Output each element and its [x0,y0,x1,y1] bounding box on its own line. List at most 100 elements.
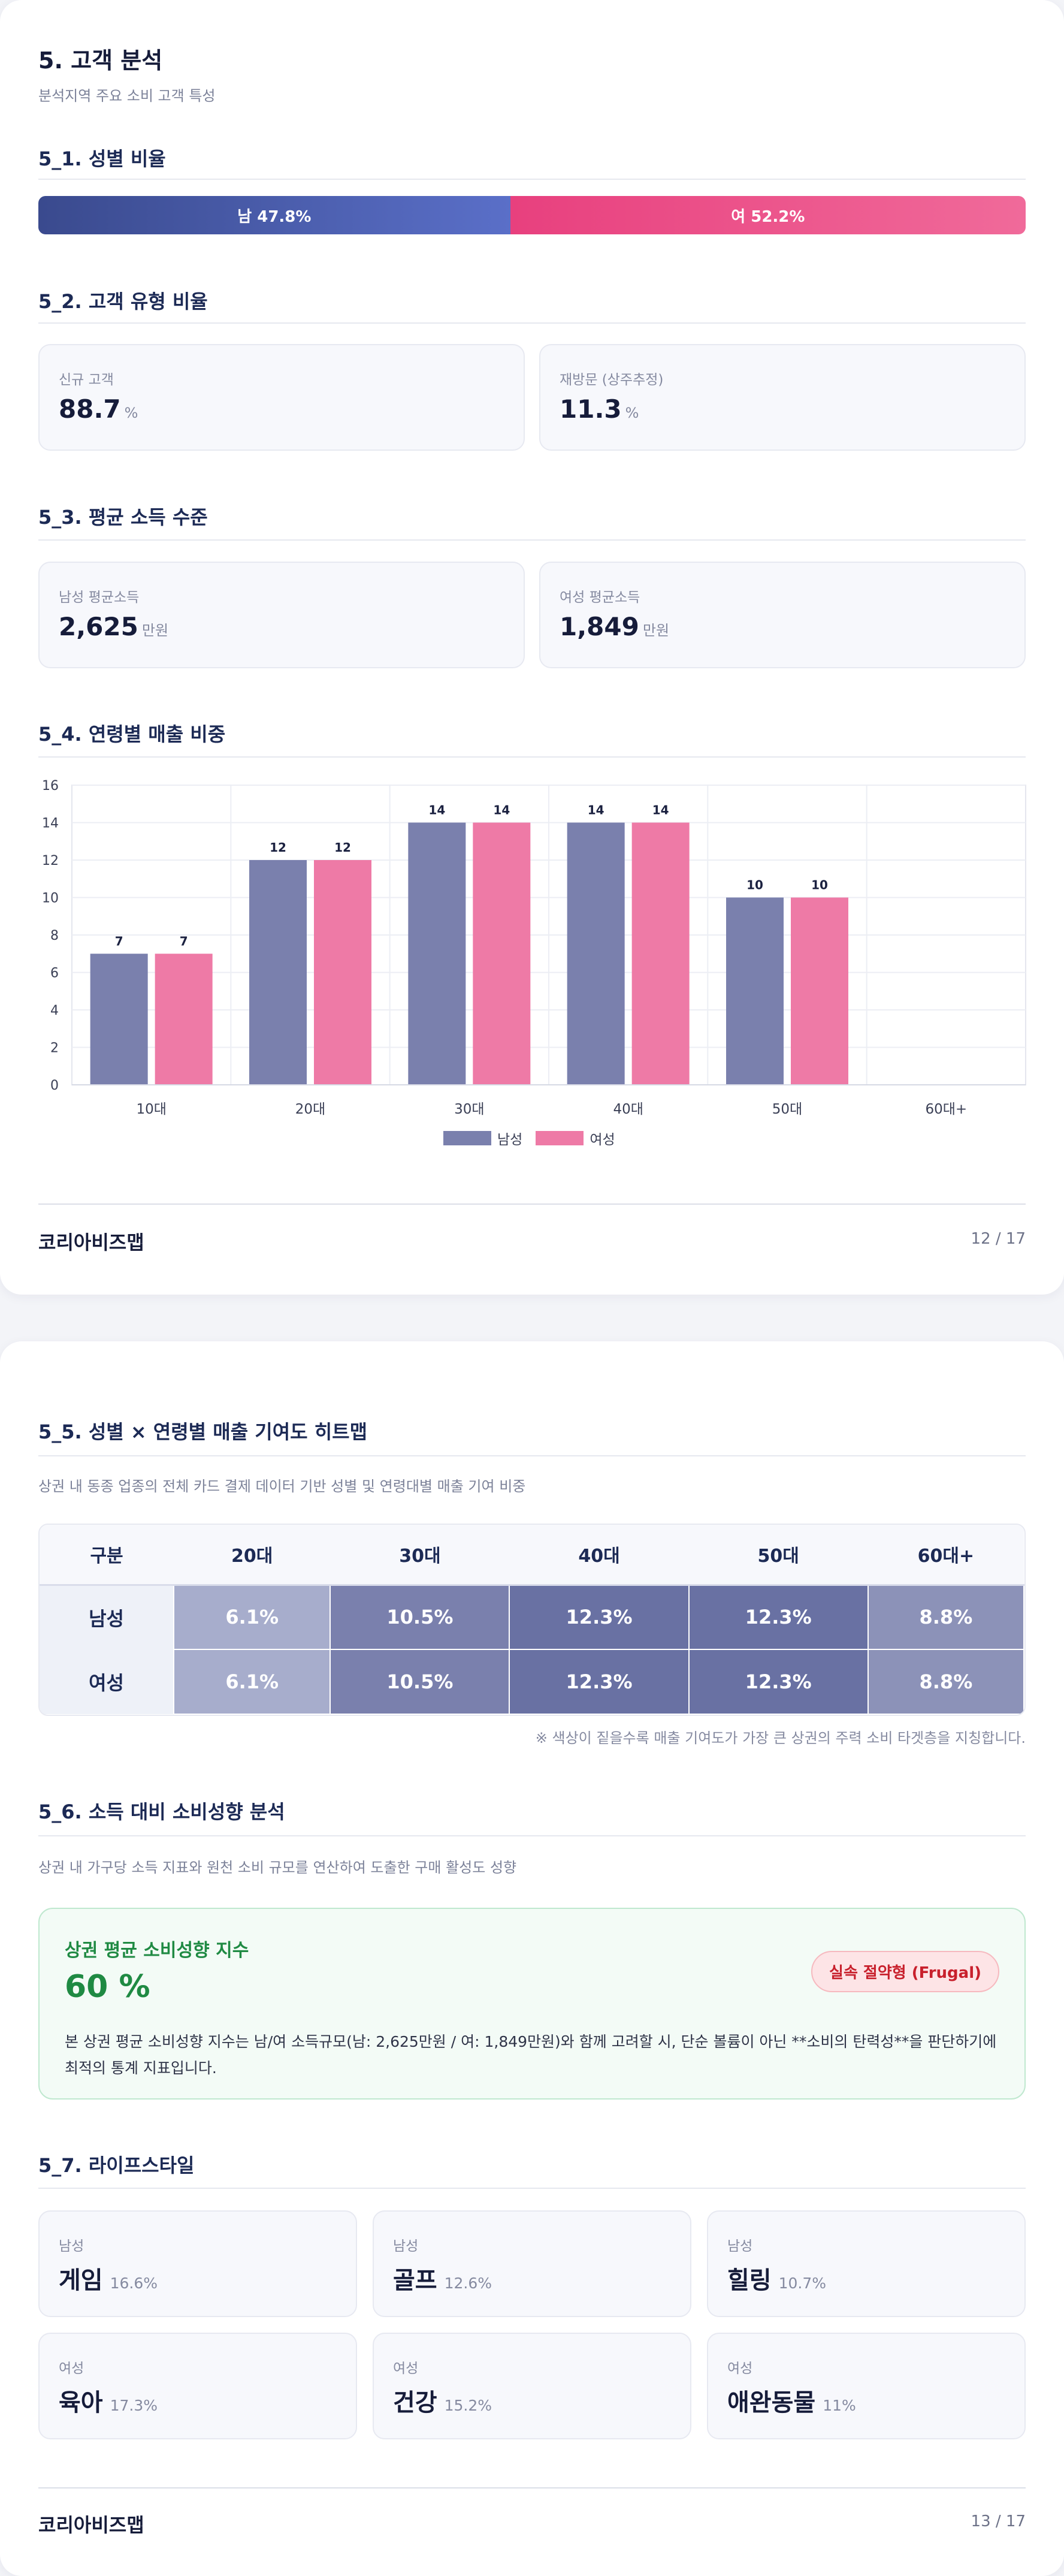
heatmap-row-label: 남성 [40,1585,174,1649]
y-tick-label: 4 [50,1003,59,1018]
bar-data-label: 10 [746,878,763,892]
heatmap-note: ※ 색상이 짙을수록 매출 기여도가 가장 큰 상권의 주력 소비 타겟층을 지… [535,1730,1026,1747]
female-income-card: 여성 평균소득 1,849 만원 [539,562,1026,668]
gender-bar-male: 남 47.8% [38,196,510,234]
heatmap-cell: 10.5% [330,1649,510,1715]
spending-index-card: 상권 평균 소비성향 지수 60 % 실속 절약형 (Frugal) 본 상권 … [38,1908,1026,2100]
return-customer-card: 재방문 (상주추정) 11.3% [539,344,1026,451]
heatmap-cell: 12.3% [509,1649,690,1715]
lifestyle-card: 남성 게임 16.6% [38,2210,357,2317]
gender-ratio-heading: 5_1. 성별 비율 [38,147,166,170]
heatmap-col-header: 60대+ [867,1525,1024,1586]
lifestyle-card: 남성 힐링 10.7% [707,2210,1026,2317]
spending-index-value: 60 % [65,1969,150,2005]
lifestyle-percent: 15.2% [444,2397,492,2414]
section-divider [38,539,1026,541]
heatmap-table: 구분 20대 30대 40대 50대 60대+ 남성 6.1% 10.5% 12… [38,1524,1026,1716]
legend-label-male: 남성 [497,1132,523,1148]
female-income-label: 여성 평균소득 [560,590,640,605]
chart-bar-female [473,822,531,1085]
lifestyle-card: 여성 육아 17.3% [38,2333,357,2439]
legend-label-female: 여성 [590,1132,615,1148]
section-divider [38,1835,1026,1836]
section-divider [38,2188,1026,2189]
section-divider [38,322,1026,324]
footer-brand: 코리아비즈맵 [38,2514,144,2536]
income-heading: 5_3. 평균 소득 수준 [38,506,208,529]
bar-data-label: 10 [811,878,828,892]
male-income-card: 남성 평균소득 2,625 만원 [38,562,525,668]
lifestyle-card: 여성 애완동물 11% [707,2333,1026,2439]
lifestyle-heading: 5_7. 라이프스타일 [38,2154,195,2177]
x-tick-label: 60대+ [925,1102,967,1117]
lifestyle-percent: 11% [823,2397,856,2414]
heatmap-cell: 8.8% [867,1584,1024,1650]
female-income-value: 1,849 만원 [560,612,670,641]
footer-brand: 코리아비즈맵 [38,1231,144,1254]
page-number: 12 / 17 [971,1230,1026,1248]
heatmap-description: 상권 내 동종 업종의 전체 카드 결제 데이터 기반 성별 및 연령대별 매출… [38,1478,526,1495]
spending-description: 상권 내 가구당 소득 지표와 원천 소비 규모를 연산하여 도출한 구매 활성… [38,1859,517,1876]
chart-bar-female [314,860,371,1085]
gender-bar-female: 여 52.2% [510,196,1026,234]
legend-swatch-male [443,1131,491,1145]
heatmap-cell: 12.3% [688,1649,869,1715]
spending-index-explanation: 본 상권 평균 소비성향 지수는 남/여 소득규모(남: 2,625만원 / 여… [65,2033,997,2077]
lifestyle-percent: 10.7% [778,2275,827,2292]
chart-bar-male [726,897,784,1085]
return-customer-label: 재방문 (상주추정) [560,372,664,388]
return-customer-value: 11.3% [560,394,639,424]
y-tick-label: 12 [42,853,59,868]
chart-legend: 남성 여성 [443,1128,628,1148]
y-tick-label: 10 [42,891,59,906]
lifestyle-gender: 여성 [727,2361,753,2376]
heatmap-col-header: 50대 [688,1525,868,1586]
heatmap-cell: 6.1% [173,1584,331,1650]
age-sales-heading: 5_4. 연령별 매출 비중 [38,723,226,746]
heatmap-cell: 10.5% [330,1584,510,1650]
heatmap-header-row: 구분 20대 30대 40대 50대 60대+ [40,1525,1024,1586]
lifestyle-name: 애완동물 11% [727,2389,856,2417]
section-divider [38,179,1026,180]
chart-bar-female [791,897,848,1085]
lifestyle-name: 게임 16.6% [59,2267,158,2294]
chart-bar-male [408,822,466,1085]
heatmap-row-male: 남성 6.1% 10.5% 12.3% 12.3% 8.8% [40,1584,1024,1650]
heatmap-cell: 12.3% [688,1584,869,1650]
heatmap-cell: 12.3% [509,1584,690,1650]
chart-bar-female [631,822,690,1085]
y-tick-label: 6 [50,966,59,981]
heatmap-row-label: 여성 [40,1649,174,1714]
lifestyle-card: 남성 골프 12.6% [373,2210,691,2317]
bar-data-label: 12 [334,840,351,855]
bar-data-label: 14 [588,803,604,818]
lifestyle-gender: 남성 [393,2239,419,2254]
heatmap-col-header: 20대 [174,1525,331,1586]
x-tick-label: 30대 [454,1102,484,1117]
lifestyle-gender: 여성 [59,2361,84,2376]
chart-bar-female [155,954,213,1085]
lifestyle-name: 골프 12.6% [393,2267,492,2294]
heatmap-cell: 8.8% [867,1649,1024,1715]
y-tick-label: 0 [50,1078,59,1093]
legend-item-male: 남성 [443,1128,522,1148]
legend-swatch-female [536,1131,584,1145]
heatmap-heading: 5_5. 성별 × 연령별 매출 기여도 히트맵 [38,1420,368,1443]
footer-divider [38,1203,1026,1205]
lifestyle-card: 여성 건강 15.2% [373,2333,691,2439]
lifestyle-name: 힐링 10.7% [727,2267,827,2294]
section-divider [38,1455,1026,1456]
y-tick-label: 16 [42,779,59,794]
y-tick-label: 14 [42,816,59,831]
x-tick-label: 10대 [136,1102,166,1117]
new-customer-value: 88.7% [59,394,138,424]
page-title: 5. 고객 분석 [38,47,163,74]
bar-data-label: 14 [428,803,445,818]
age-sales-bar-chart: 0 2 4 6 8 10 12 14 16 7 7 10대 12 12 20대 14 14 30대 14 14 40대 1… [42,779,1026,1117]
bar-data-label: 12 [270,840,286,855]
lifestyle-name: 육아 17.3% [59,2389,158,2417]
bar-data-label: 7 [115,934,123,948]
gender-ratio-bar: 남 47.8% 여 52.2% [38,196,1026,234]
spending-heading: 5_6. 소득 대비 소비성향 분석 [38,1800,285,1823]
lifestyle-percent: 16.6% [110,2275,158,2292]
